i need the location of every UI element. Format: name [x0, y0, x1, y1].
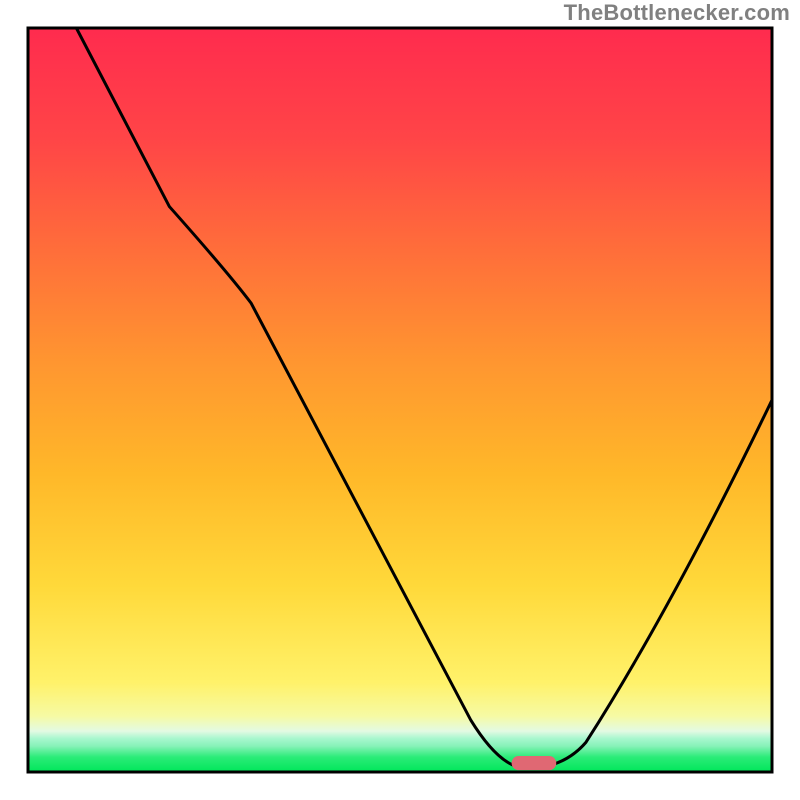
chart-container: TheBottlenecker.com: [0, 0, 800, 800]
watermark-text: TheBottlenecker.com: [564, 0, 790, 26]
chart-background: [28, 28, 772, 772]
bottleneck-chart: [0, 0, 800, 800]
optimal-marker: [512, 756, 557, 770]
